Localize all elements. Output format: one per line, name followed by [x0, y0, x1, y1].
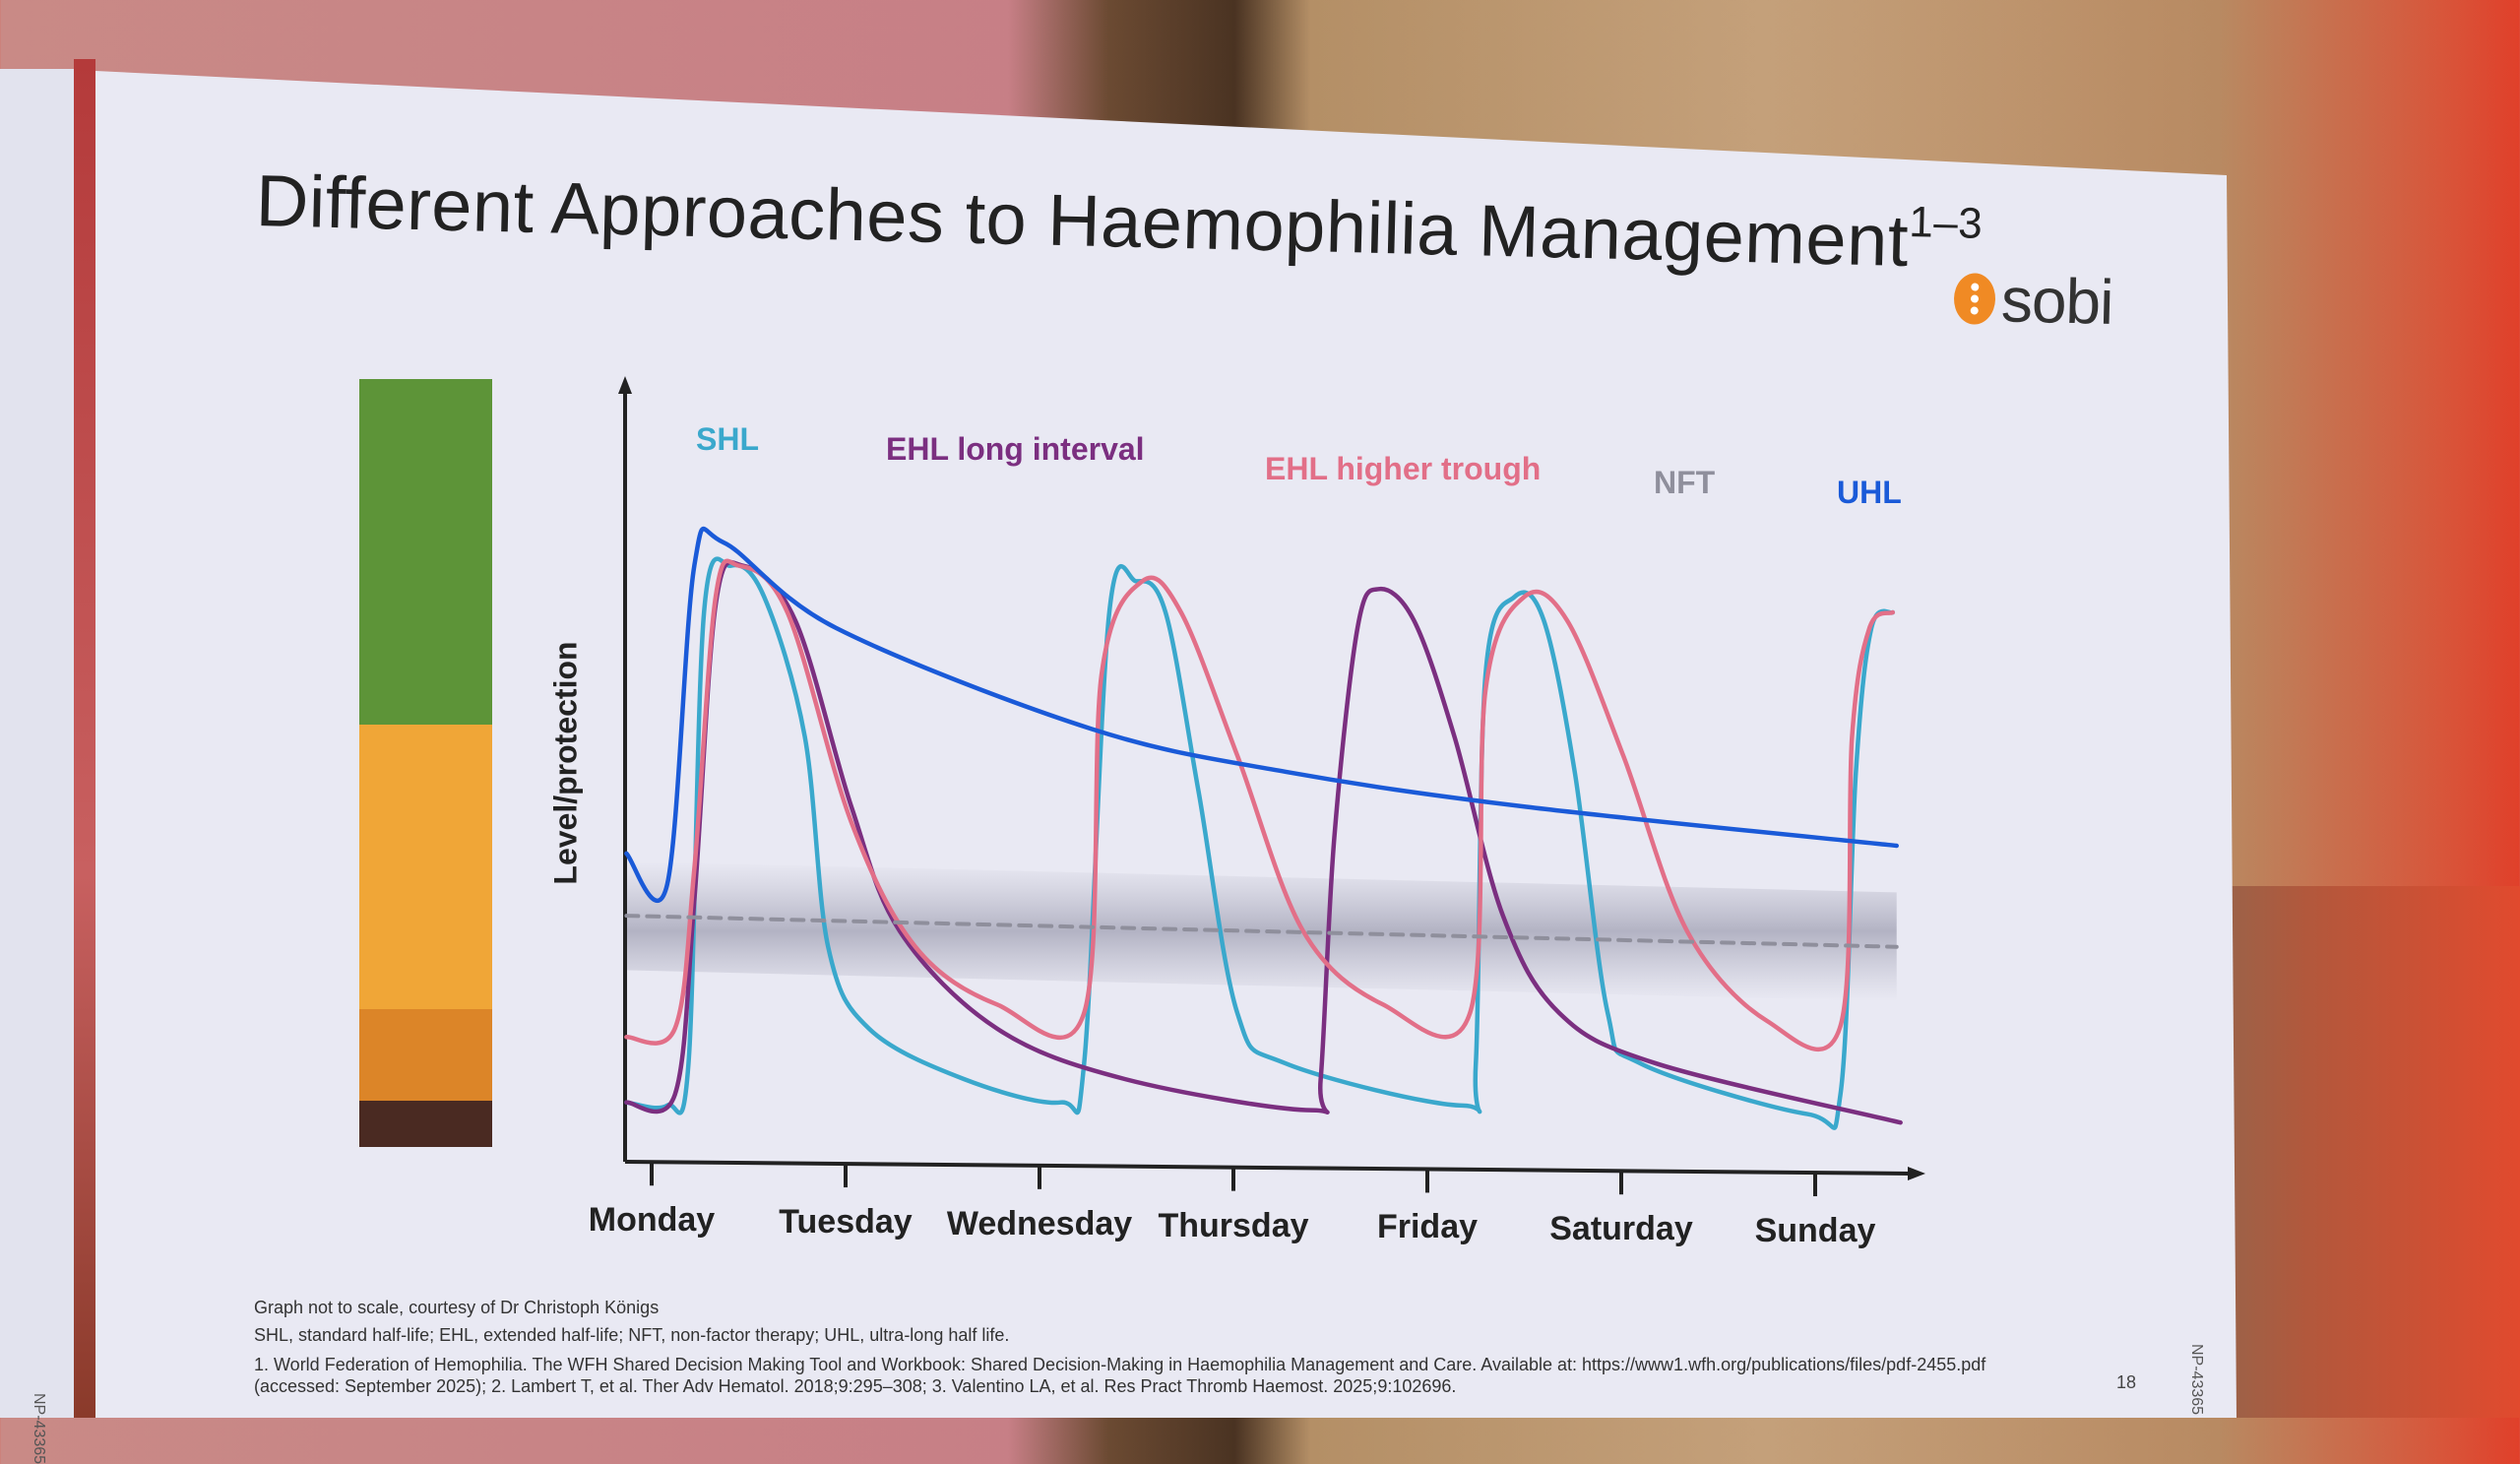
nft-range-band: [625, 860, 1897, 1001]
legend-ehl-higher-trough: EHL higher trough: [1265, 451, 1542, 486]
legend-shl: SHL: [696, 421, 759, 457]
x-tick-label-thursday: Thursday: [1158, 1206, 1309, 1244]
footnote-reference-1: 1. World Federation of Hemophilia. The W…: [254, 1355, 1986, 1374]
x-tick-label-sunday: Sunday: [1754, 1212, 1876, 1250]
x-tick-label-monday: Monday: [588, 1201, 716, 1240]
protection-band-moderate: [359, 725, 492, 1009]
x-tick-label-saturday: Saturday: [1549, 1210, 1693, 1248]
x-axis-arrow-icon: [1908, 1167, 1925, 1180]
footnote-reference-2-3: (accessed: September 2025); 2. Lambert T…: [254, 1376, 1457, 1396]
x-tick-label-tuesday: Tuesday: [779, 1203, 913, 1241]
doc-code-left: NP-43365: [31, 1393, 47, 1464]
presentation-slide: Different Approaches to Haemophilia Mana…: [95, 71, 2236, 1418]
x-tick-label-friday: Friday: [1376, 1208, 1479, 1246]
adjacent-screen: NP-43365: [0, 69, 74, 1464]
x-tick-label-wednesday: Wednesday: [946, 1204, 1133, 1242]
legend-ehl-long-interval: EHL long interval: [886, 431, 1145, 467]
protection-band-low: [359, 1008, 492, 1102]
protection-band-high: [359, 379, 492, 725]
series-line-nft: [624, 914, 1899, 949]
series-line-shl: [624, 556, 1896, 1130]
series-line-uhl: [624, 527, 1899, 904]
legend-uhl: UHL: [1837, 475, 1902, 510]
y-axis-label: Level/protection: [547, 641, 584, 885]
protection-band-none: [359, 1101, 492, 1147]
page-number: 18: [2116, 1372, 2137, 1392]
screen-frame-strip: [74, 59, 95, 1418]
doc-code-right: NP-43365: [2188, 1344, 2205, 1416]
chart-plot: [618, 376, 1925, 1197]
x-axis: [624, 1160, 1911, 1176]
legend-nft: NFT: [1654, 465, 1716, 500]
footnote-abbreviations: SHL, standard half-life; EHL, extended h…: [254, 1325, 1010, 1345]
y-axis-arrow-icon: [618, 376, 632, 394]
footnote-graph: Graph not to scale, courtesy of Dr Chris…: [254, 1298, 660, 1317]
